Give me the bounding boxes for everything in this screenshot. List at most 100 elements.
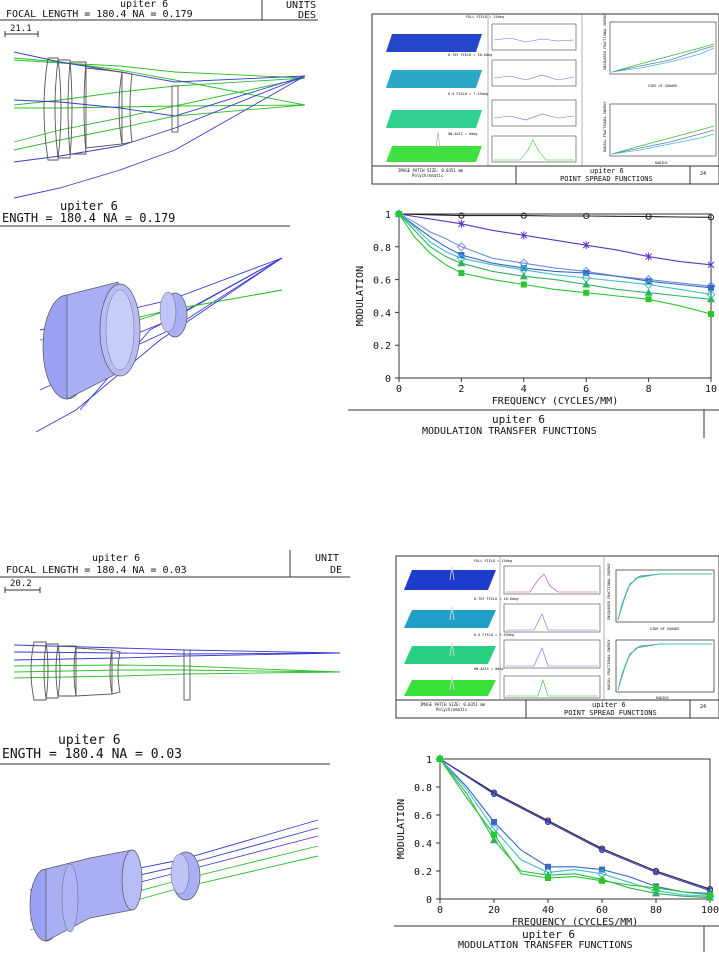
mtf-y-tick-label: 0.6	[373, 276, 391, 287]
mtf-point-marker	[437, 756, 443, 762]
mtf-caption-sub-bottom: MODULATION TRANSFER FUNCTIONS	[458, 940, 633, 951]
mtf-y-tick-label: 0.6	[414, 811, 432, 822]
ray-fan-top	[13, 51, 306, 199]
mtf-series-line	[439, 758, 711, 894]
psf-corner: 24	[700, 171, 706, 177]
psf-patch-size: IMAGE PATCH SIZE: 0.0351 mm	[420, 702, 486, 707]
mtf-point-marker	[652, 889, 660, 897]
mtf-point-marker	[583, 212, 590, 220]
mtf-x-tick-label: 2	[458, 384, 464, 395]
psf-field-label: 0.707 FIELD = 10.6deg	[448, 53, 492, 57]
mtf-caption-sub-top: MODULATION TRANSFER FUNCTIONS	[422, 426, 597, 437]
mtf-point-marker	[458, 219, 465, 228]
top-units-label: UNITS	[286, 0, 316, 11]
mtf-point-marker	[458, 270, 465, 277]
psf-caption-sub: POINT SPREAD FUNCTIONS	[564, 709, 657, 717]
mtf-point-marker	[582, 280, 591, 288]
psf-axis-label: ENSQUARED FRACTIONAL ENERGY	[603, 12, 607, 70]
mtf-x-tick-label: 6	[583, 384, 589, 395]
top-lens-layout: upiter 6 FOCAL LENGTH = 180.4 NA = 0.179…	[0, 0, 318, 433]
bottom-scale-value: 20.2	[10, 579, 32, 589]
psf-axis-label: SIDE OF SQUARE	[650, 627, 680, 631]
mtf-point-marker	[520, 231, 528, 240]
mtf-series-line	[439, 758, 711, 899]
psf-caption-title: upiter 6	[592, 701, 626, 709]
psf-axis-label: RADIAL FRACTIONAL ENERGY	[607, 639, 611, 690]
mtf-x-tick-label: 0	[396, 384, 402, 395]
mtf-y-tick-label: 1	[385, 210, 391, 221]
mtf-point-marker	[653, 884, 659, 891]
psf-spot-full-field	[386, 34, 482, 52]
mtf-point-marker	[545, 863, 551, 870]
mtf-point-marker	[457, 259, 466, 267]
shaded-lens-3d-bottom	[29, 819, 319, 942]
mtf-point-marker	[643, 279, 654, 290]
psf-field-label: ON-AXIS = 0deg	[474, 667, 504, 671]
mtf-series-line	[398, 213, 712, 287]
mtf-point-marker	[520, 265, 527, 272]
top-layout-subtitle: FOCAL LENGTH = 180.4 NA = 0.179	[6, 9, 193, 20]
mtf-point-marker	[491, 819, 497, 825]
lens-elements-bottom	[30, 641, 191, 701]
psf-poly: Polychromatic	[412, 173, 444, 178]
mtf-x-tick-label: 20	[488, 905, 500, 916]
bottom-psf-panel: FULL FIELD = 15deg 0.707 FIELD = 10.6deg…	[395, 555, 719, 719]
mtf-y-axis-label: MODULATION	[396, 799, 407, 859]
psf-spot-05-field	[386, 110, 482, 128]
mtf-y-tick-label: 0.2	[414, 867, 432, 878]
top-des-label: DES	[298, 10, 316, 21]
psf-patch-size: IMAGE PATCH SIZE: 0.0351 mm	[398, 168, 464, 173]
mtf-point-marker	[707, 214, 715, 221]
mtf-x-tick-label: 100	[701, 905, 719, 916]
mtf-point-marker	[599, 877, 605, 884]
mtf-x-tick-label: 80	[650, 905, 662, 916]
mtf-y-axis-label: MODULATION	[355, 266, 366, 326]
bottom-shaded-title: upiter 6	[58, 733, 121, 748]
mtf-point-marker	[544, 818, 552, 826]
mtf-point-marker	[707, 295, 715, 303]
mtf-x-tick-label: 4	[521, 384, 527, 395]
mtf-y-tick-label: 0.2	[373, 341, 391, 352]
mtf-series-line	[439, 758, 711, 890]
mtf-caption-title-top: upiter 6	[492, 413, 545, 426]
mtf-point-marker	[519, 272, 528, 280]
mtf-plot-frame	[439, 758, 711, 900]
mtf-point-marker	[645, 252, 652, 261]
mtf-x-tick-label: 8	[646, 384, 652, 395]
bottom-shaded-subtitle: ENGTH = 180.4 NA = 0.03	[2, 747, 182, 762]
psf-caption-title: upiter 6	[590, 167, 624, 175]
psf-field-label: FULL FIELD = 15deg	[474, 559, 512, 563]
mtf-point-marker	[708, 311, 714, 318]
psf-field-label: 0.5 FIELD = 7.49deg	[474, 633, 514, 637]
mtf-point-marker	[490, 836, 498, 844]
mtf-point-marker	[707, 260, 715, 269]
mtf-x-tick-label: 0	[437, 905, 443, 916]
mtf-point-marker	[490, 790, 498, 798]
psf-axis-label: RADIUS	[655, 161, 668, 165]
psf-poly: Polychromatic	[436, 707, 468, 712]
top-shaded-title: upiter 6	[60, 199, 118, 213]
mtf-x-axis-label: FREQUENCY (CYCLES/MM)	[512, 917, 638, 928]
shaded-lens-3d-top	[35, 257, 283, 433]
top-scale-value: 21.1	[10, 24, 32, 34]
mtf-x-axis-label: FREQUENCY (CYCLES/MM)	[492, 396, 618, 407]
mtf-y-tick-label: 0.4	[373, 308, 391, 319]
lens-elements-top	[43, 57, 179, 161]
mtf-chart-bottom: 0 20 40 60 80 100 0 0.2 0.4 0.6 0.8 1 FREQUENCY (CYC…	[396, 754, 719, 928]
psf-caption-sub: POINT SPREAD FUNCTIONS	[560, 175, 653, 183]
mtf-point-marker	[583, 289, 590, 296]
mtf-y-tick-label: 0	[385, 374, 391, 385]
mtf-point-marker	[396, 211, 402, 217]
mtf-series-line	[398, 213, 712, 289]
mtf-point-marker	[520, 281, 527, 288]
psf-spot-on-axis	[386, 146, 482, 162]
scale-bar	[4, 587, 41, 593]
psf-axis-label: ENSQUARED FRACTIONAL ENERGY	[607, 562, 611, 620]
mtf-point-marker	[644, 288, 653, 296]
psf-axis-label: RADIAL FRACTIONAL ENERGY	[603, 101, 607, 152]
mtf-y-tick-label: 0.8	[373, 243, 391, 254]
mtf-y-tick-label: 0.8	[414, 783, 432, 794]
bottom-des-label: DE	[330, 565, 342, 576]
mtf-point-marker	[458, 212, 465, 219]
